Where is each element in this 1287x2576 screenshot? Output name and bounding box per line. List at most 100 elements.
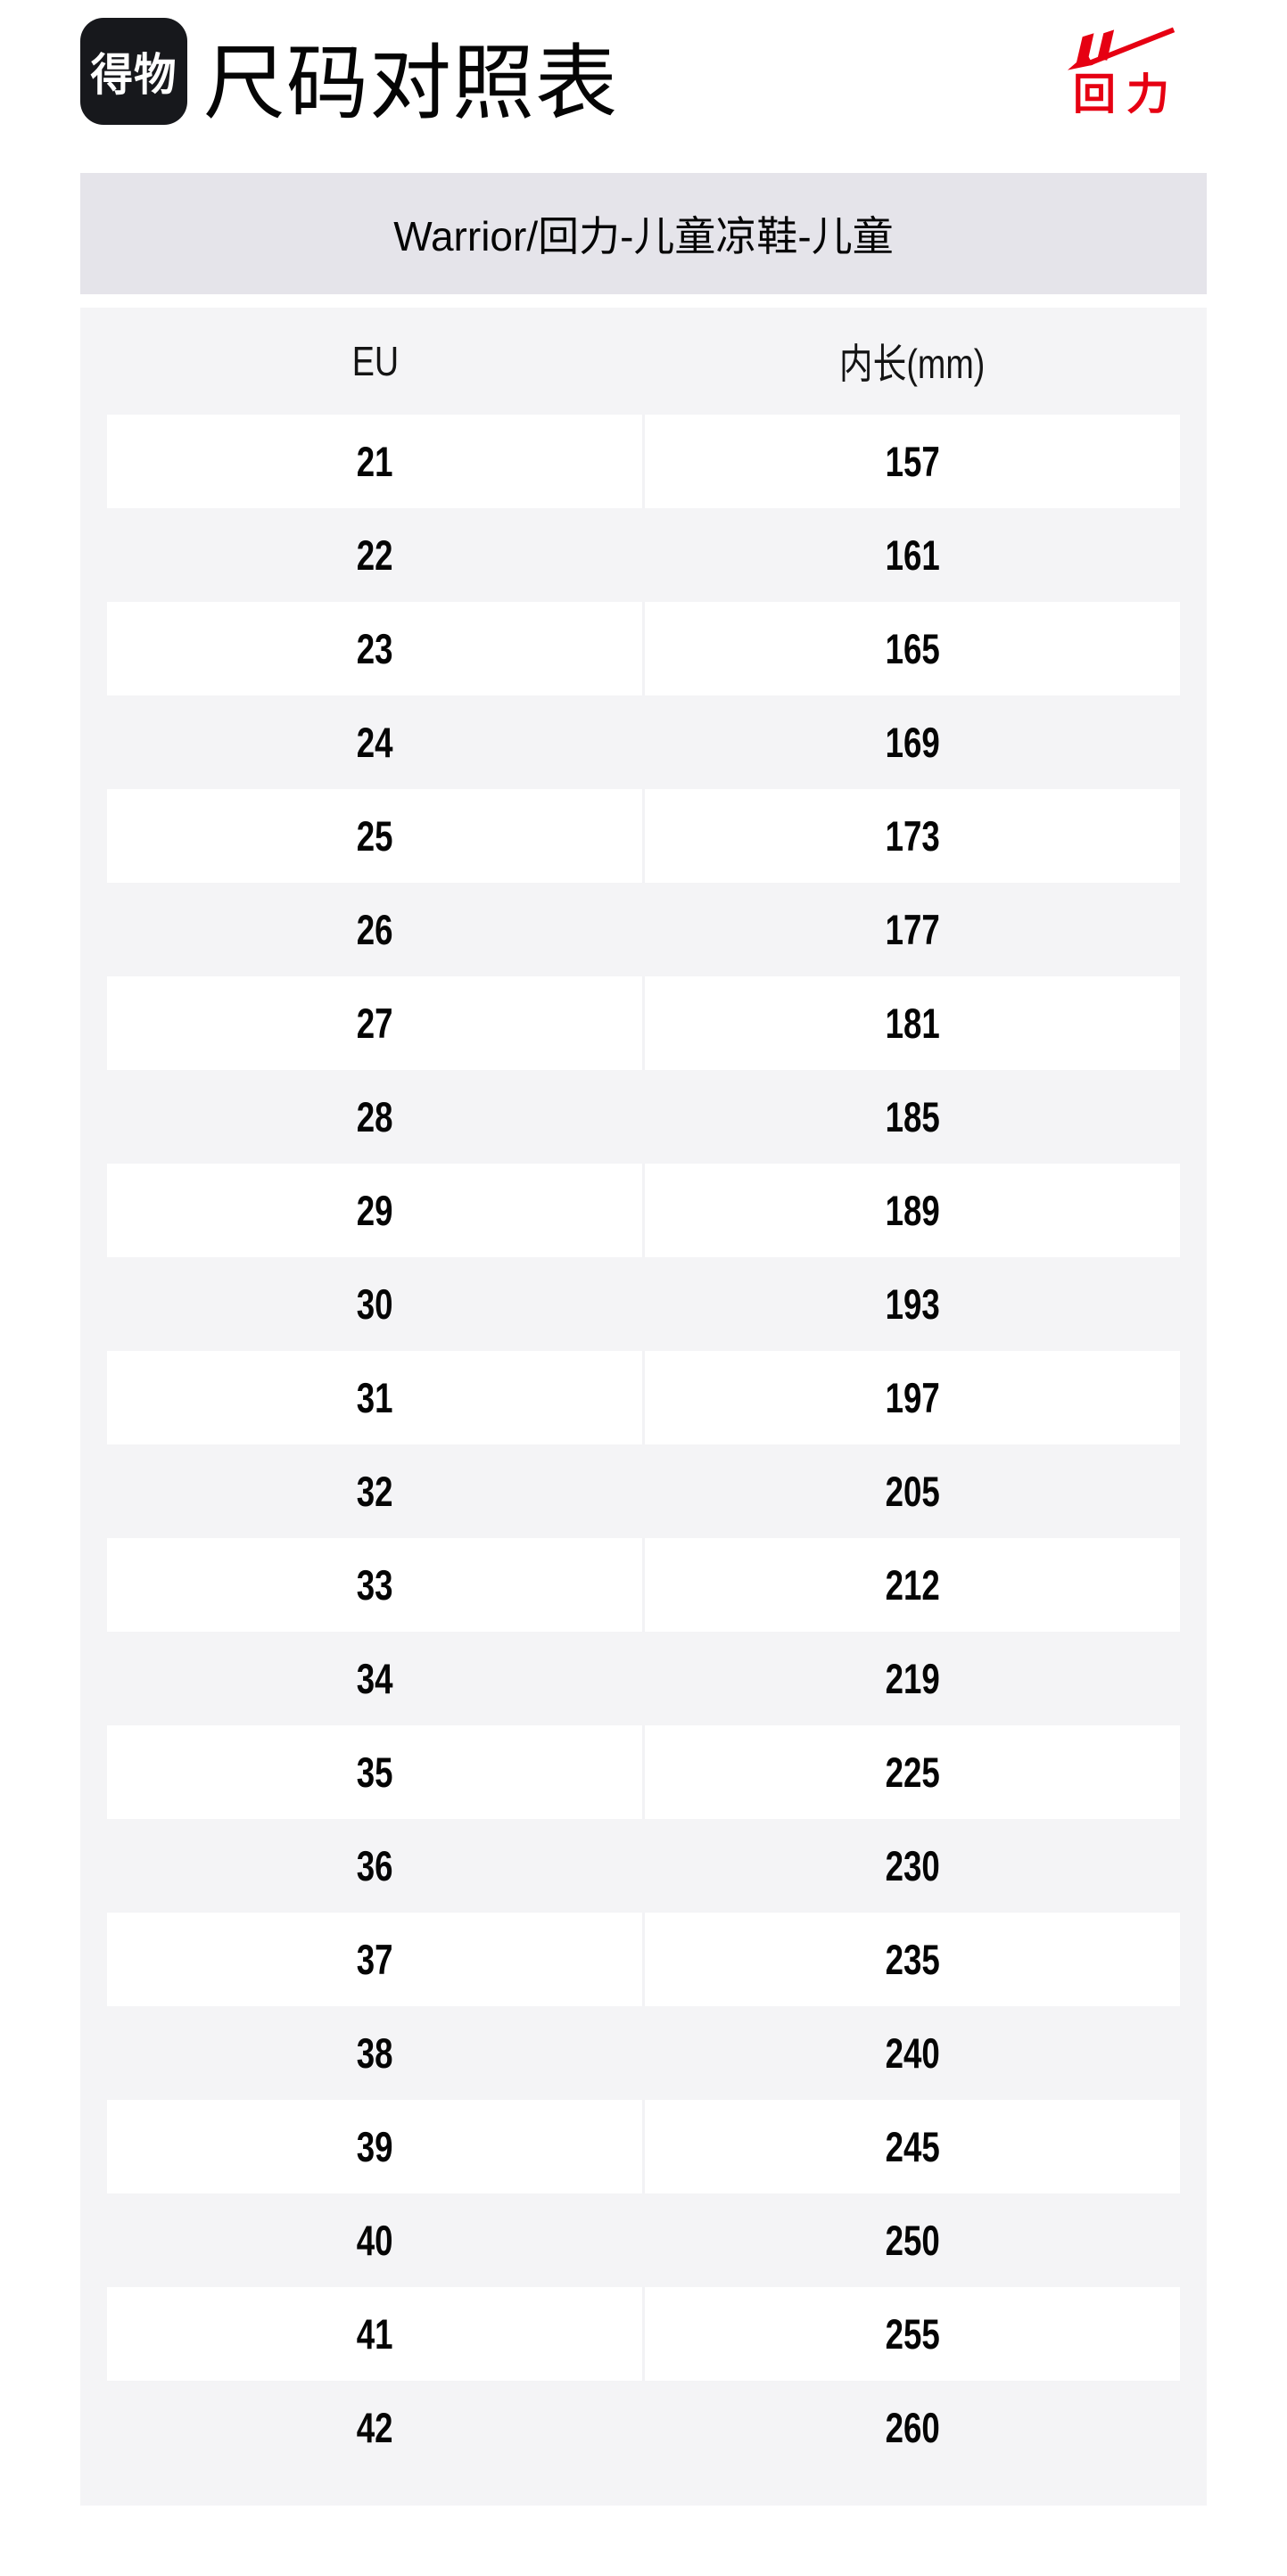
inner-length-cell: 177 [642, 883, 1180, 976]
eu-size-cell: 31 [107, 1351, 642, 1444]
eu-size-value: 39 [356, 2123, 393, 2170]
eu-size-cell: 34 [107, 1632, 642, 1725]
table-row: 28 185 [107, 1070, 1180, 1164]
inner-length-cell: 255 [642, 2287, 1180, 2381]
table-row: 22 161 [107, 508, 1180, 602]
inner-length-value: 260 [885, 2404, 940, 2451]
eu-size-cell: 42 [107, 2381, 642, 2474]
eu-size-cell: 39 [107, 2100, 642, 2193]
inner-length-value: 161 [885, 531, 940, 579]
table-row: 35 225 [107, 1725, 1180, 1819]
warrior-brand-logo: 回力 [1063, 25, 1179, 118]
product-name: Warrior/回力-儿童凉鞋-儿童 [393, 213, 894, 259]
inner-length-value: 165 [885, 625, 940, 672]
eu-size-value: 26 [356, 906, 393, 953]
eu-size-cell: 25 [107, 789, 642, 883]
inner-length-cell: 165 [642, 602, 1180, 695]
inner-length-cell: 212 [642, 1538, 1180, 1632]
table-row: 40 250 [107, 2193, 1180, 2287]
eu-size-cell: 27 [107, 976, 642, 1070]
eu-size-cell: 21 [107, 415, 642, 508]
eu-size-value: 40 [356, 2217, 393, 2264]
inner-length-value: 181 [885, 1000, 940, 1047]
eu-size-value: 31 [356, 1374, 393, 1421]
inner-length-value: 235 [885, 1936, 940, 1983]
inner-length-value: 245 [885, 2123, 940, 2170]
table-row: 21 157 [107, 415, 1180, 508]
inner-length-value: 219 [885, 1655, 940, 1702]
eu-size-cell: 40 [107, 2193, 642, 2287]
size-chart-panel: EU 内长(mm) 21 157 22 161 23 165 24 [80, 308, 1207, 2506]
eu-size-value: 28 [356, 1093, 393, 1140]
inner-length-value: 185 [885, 1093, 940, 1140]
inner-length-cell: 235 [642, 1913, 1180, 2006]
table-row: 31 197 [107, 1351, 1180, 1444]
inner-length-cell: 161 [642, 508, 1180, 602]
table-row: 30 193 [107, 1257, 1180, 1351]
inner-length-value: 205 [885, 1468, 940, 1515]
page-title: 尺码对照表 [203, 38, 619, 129]
eu-size-cell: 28 [107, 1070, 642, 1164]
inner-length-cell: 240 [642, 2006, 1180, 2100]
eu-size-value: 24 [356, 719, 393, 766]
inner-length-cell: 197 [642, 1351, 1180, 1444]
inner-length-cell: 260 [642, 2381, 1180, 2474]
table-row: 32 205 [107, 1444, 1180, 1538]
inner-length-cell: 173 [642, 789, 1180, 883]
inner-length-cell: 185 [642, 1070, 1180, 1164]
inner-length-value: 189 [885, 1187, 940, 1234]
inner-length-value: 197 [885, 1374, 940, 1421]
eu-size-cell: 41 [107, 2287, 642, 2381]
table-row: 24 169 [107, 695, 1180, 789]
inner-length-cell: 181 [642, 976, 1180, 1070]
table-row: 25 173 [107, 789, 1180, 883]
inner-length-value: 193 [885, 1280, 940, 1328]
warrior-logo-text: 回力 [1072, 71, 1180, 119]
column-header-inner-length-label: 内长(mm) [838, 341, 985, 387]
inner-length-value: 177 [885, 906, 940, 953]
inner-length-value: 250 [885, 2217, 940, 2264]
inner-length-value: 225 [885, 1749, 940, 1796]
dewu-logo-text: 得物 [90, 50, 177, 100]
inner-length-cell: 189 [642, 1164, 1180, 1257]
eu-size-value: 22 [356, 531, 393, 579]
eu-size-value: 35 [356, 1749, 393, 1796]
eu-size-value: 30 [356, 1280, 393, 1328]
eu-size-value: 29 [356, 1187, 393, 1234]
eu-size-value: 41 [356, 2310, 393, 2358]
eu-size-cell: 33 [107, 1538, 642, 1632]
eu-size-cell: 30 [107, 1257, 642, 1351]
eu-size-value: 34 [356, 1655, 393, 1702]
eu-size-value: 32 [356, 1468, 393, 1515]
eu-size-value: 36 [356, 1842, 393, 1889]
table-row: 33 212 [107, 1538, 1180, 1632]
inner-length-cell: 157 [642, 415, 1180, 508]
table-row: 23 165 [107, 602, 1180, 695]
inner-length-value: 255 [885, 2310, 940, 2358]
inner-length-cell: 230 [642, 1819, 1180, 1913]
column-header-row: EU 内长(mm) [107, 308, 1180, 415]
inner-length-cell: 225 [642, 1725, 1180, 1819]
inner-length-value: 169 [885, 719, 940, 766]
eu-size-cell: 35 [107, 1725, 642, 1819]
column-header-eu-label: EU [351, 338, 399, 384]
table-row: 39 245 [107, 2100, 1180, 2193]
warrior-swoosh-icon [1067, 27, 1176, 70]
inner-length-cell: 193 [642, 1257, 1180, 1351]
table-row: 42 260 [107, 2381, 1180, 2474]
eu-size-cell: 24 [107, 695, 642, 789]
eu-size-value: 38 [356, 2029, 393, 2077]
inner-length-value: 240 [885, 2029, 940, 2077]
eu-size-value: 37 [356, 1936, 393, 1983]
eu-size-cell: 37 [107, 1913, 642, 2006]
table-row: 34 219 [107, 1632, 1180, 1725]
inner-length-cell: 169 [642, 695, 1180, 789]
dewu-logo: 得物 [80, 18, 187, 125]
eu-size-cell: 36 [107, 1819, 642, 1913]
column-header-eu: EU [107, 308, 644, 415]
inner-length-value: 230 [885, 1842, 940, 1889]
inner-length-cell: 205 [642, 1444, 1180, 1538]
table-row: 29 189 [107, 1164, 1180, 1257]
table-row: 38 240 [107, 2006, 1180, 2100]
eu-size-cell: 29 [107, 1164, 642, 1257]
